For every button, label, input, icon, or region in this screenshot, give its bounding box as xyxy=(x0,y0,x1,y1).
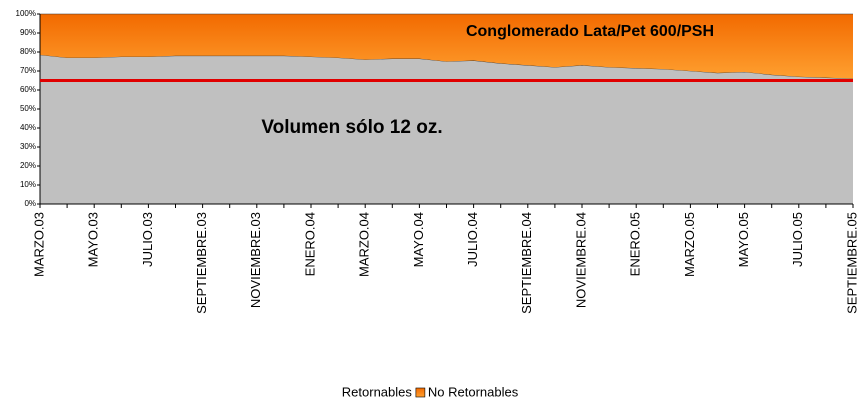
x-tick-label: MARZO.03 xyxy=(31,212,46,277)
annotation: Conglomerado Lata/Pet 600/PSH xyxy=(466,23,714,40)
x-tick-label: MAYO.05 xyxy=(736,212,751,267)
x-tick-label: JULIO.03 xyxy=(140,212,155,267)
area xyxy=(40,54,853,204)
x-tick-label: MARZO.04 xyxy=(357,212,372,277)
x-tick-label: JULIO.05 xyxy=(790,212,805,267)
y-tick-label: 20% xyxy=(20,161,36,170)
y-tick-label: 90% xyxy=(20,28,36,37)
x-tick-label: SEPTIEMBRE.05 xyxy=(844,212,859,314)
legend-label: Retornables xyxy=(342,384,413,399)
y-tick-label: 0% xyxy=(24,199,36,208)
legend-label: No Retornables xyxy=(428,384,519,399)
y-tick-label: 60% xyxy=(20,85,36,94)
y-tick-label: 10% xyxy=(20,180,36,189)
x-tick-label: MAYO.04 xyxy=(411,212,426,267)
y-tick-label: 70% xyxy=(20,66,36,75)
x-tick-label: NOVIEMBRE.03 xyxy=(248,212,263,308)
y-tick-label: 100% xyxy=(16,9,36,18)
y-tick-label: 30% xyxy=(20,142,36,151)
x-tick-label: SEPTIEMBRE.04 xyxy=(519,212,534,314)
annotation: Volumen sólo 12 oz. xyxy=(261,117,442,138)
legend-swatch xyxy=(415,387,426,398)
x-tick-label: ENERO.05 xyxy=(628,212,643,276)
x-tick-label: NOVIEMBRE.04 xyxy=(573,212,588,308)
x-tick-label: SEPTIEMBRE.03 xyxy=(194,212,209,314)
x-tick-label: MARZO.05 xyxy=(682,212,697,277)
x-tick-label: ENERO.04 xyxy=(302,212,317,276)
y-tick-label: 50% xyxy=(20,104,36,113)
y-tick-label: 80% xyxy=(20,47,36,56)
x-tick-label: JULIO.04 xyxy=(465,212,480,267)
x-tick-label: MAYO.03 xyxy=(86,212,101,267)
legend: Retornables No Retornables xyxy=(342,384,519,399)
area xyxy=(40,14,853,79)
y-tick-label: 40% xyxy=(20,123,36,132)
